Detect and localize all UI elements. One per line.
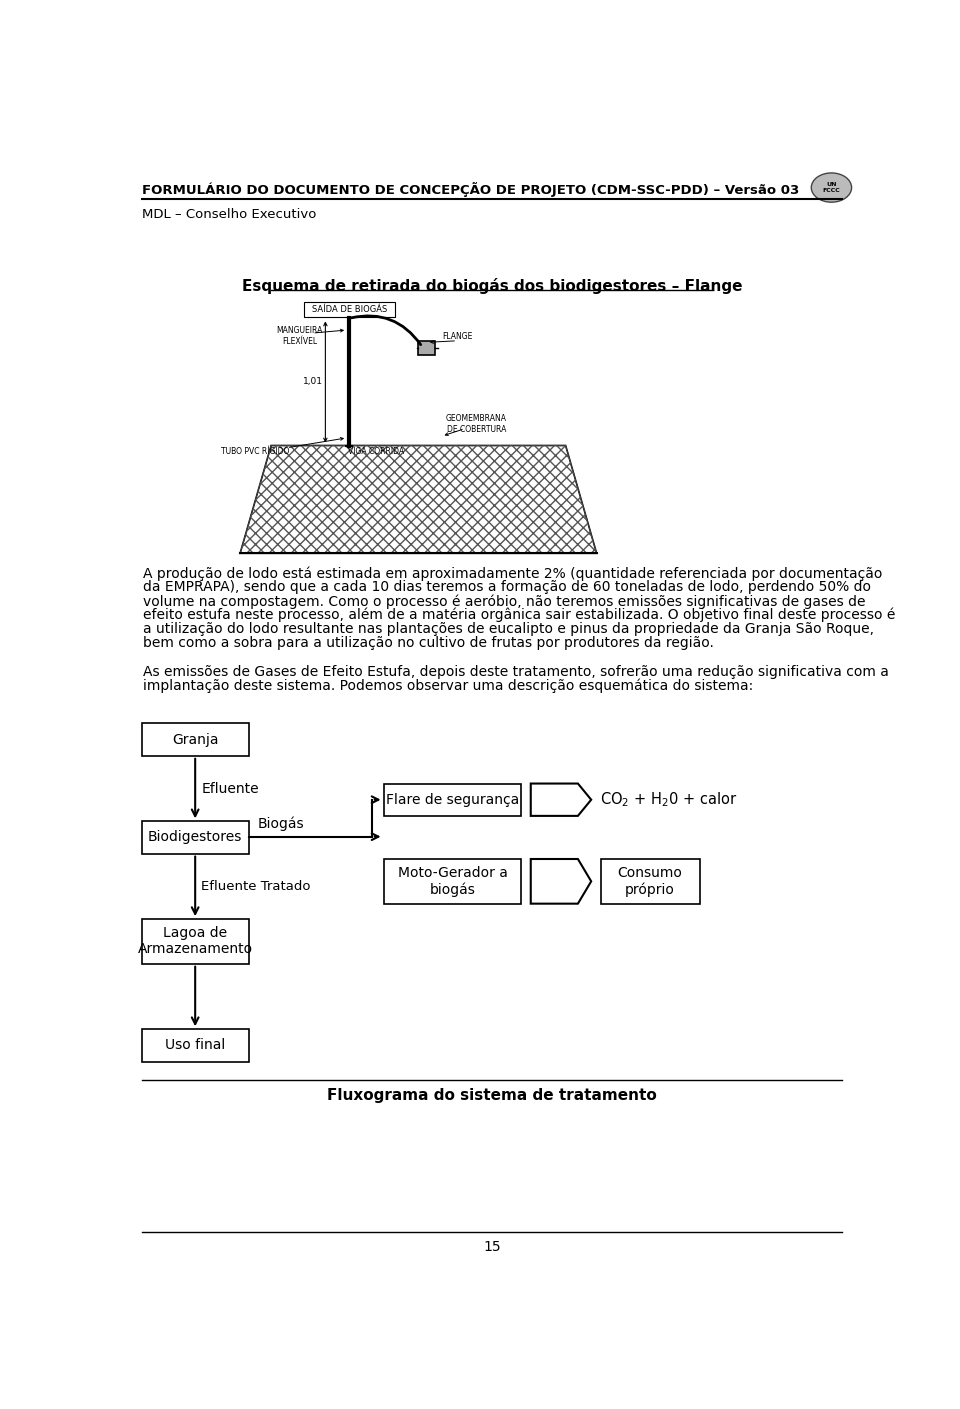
Text: CO$_2$ + H$_2$0 + calor: CO$_2$ + H$_2$0 + calor xyxy=(601,790,738,809)
Text: SAÍDA DE BIOGÁS: SAÍDA DE BIOGÁS xyxy=(312,304,387,314)
Text: Fluxograma do sistema de tratamento: Fluxograma do sistema de tratamento xyxy=(327,1088,657,1103)
FancyBboxPatch shape xyxy=(303,302,396,317)
Text: da EMPRAPA), sendo que a cada 10 dias teremos a formação de 60 toneladas de lodo: da EMPRAPA), sendo que a cada 10 dias te… xyxy=(143,581,872,595)
Text: Esquema de retirada do biogás dos biodigestores – Flange: Esquema de retirada do biogás dos biodig… xyxy=(242,278,742,293)
Polygon shape xyxy=(531,783,591,816)
Polygon shape xyxy=(240,445,596,554)
Text: Moto-Gerador a
biogás: Moto-Gerador a biogás xyxy=(397,867,508,896)
FancyBboxPatch shape xyxy=(142,723,249,755)
Text: Uso final: Uso final xyxy=(165,1038,226,1053)
Text: implantação deste sistema. Podemos observar uma descrição esquemática do sistema: implantação deste sistema. Podemos obser… xyxy=(143,679,754,693)
Text: A produção de lodo está estimada em aproximadamente 2% (quantidade referenciada : A produção de lodo está estimada em apro… xyxy=(143,566,882,581)
FancyBboxPatch shape xyxy=(383,859,521,903)
Ellipse shape xyxy=(811,173,852,201)
Text: As emissões de Gases de Efeito Estufa, depois deste tratamento, sofrerão uma red: As emissões de Gases de Efeito Estufa, d… xyxy=(143,665,889,679)
FancyBboxPatch shape xyxy=(142,821,249,854)
FancyBboxPatch shape xyxy=(142,919,249,964)
Text: MDL – Conselho Executivo: MDL – Conselho Executivo xyxy=(142,209,316,221)
Text: Efluente: Efluente xyxy=(202,782,259,796)
Text: GEOMEMBRANA
DE COBERTURA: GEOMEMBRANA DE COBERTURA xyxy=(446,414,507,434)
Text: Lagoa de
Armazenamento: Lagoa de Armazenamento xyxy=(137,926,252,957)
FancyBboxPatch shape xyxy=(142,1029,249,1061)
FancyBboxPatch shape xyxy=(383,783,521,816)
FancyBboxPatch shape xyxy=(601,859,700,903)
Polygon shape xyxy=(531,859,591,903)
Text: Flare de segurança: Flare de segurança xyxy=(386,793,519,807)
Text: volume na compostagem. Como o processo é aeróbio, não teremos emissões significa: volume na compostagem. Como o processo é… xyxy=(143,595,866,609)
Text: Biogás: Biogás xyxy=(258,817,304,831)
Text: Granja: Granja xyxy=(172,733,219,747)
Text: VIGA CORRIDA: VIGA CORRIDA xyxy=(348,447,404,457)
Text: MANGUEIRA
FLEXÍVEL: MANGUEIRA FLEXÍVEL xyxy=(276,327,323,345)
Text: efeito estufa neste processo, além de a matéria orgânica sair estabilizada. O ob: efeito estufa neste processo, além de a … xyxy=(143,607,896,623)
Text: Consumo
próprio: Consumo próprio xyxy=(617,867,683,896)
Text: UN
FCCC: UN FCCC xyxy=(823,182,840,193)
Text: bem como a sobra para a utilização no cultivo de frutas por produtores da região: bem como a sobra para a utilização no cu… xyxy=(143,635,714,650)
FancyBboxPatch shape xyxy=(419,341,436,355)
Text: FLANGE: FLANGE xyxy=(442,331,472,341)
Text: FORMULÁRIO DO DOCUMENTO DE CONCEPÇÃO DE PROJETO (CDM-SSC-PDD) – Versão 03: FORMULÁRIO DO DOCUMENTO DE CONCEPÇÃO DE … xyxy=(142,182,799,197)
Text: 1,01: 1,01 xyxy=(303,378,324,386)
Text: TUBO PVC RÍGIDO: TUBO PVC RÍGIDO xyxy=(222,447,290,457)
Text: 15: 15 xyxy=(483,1240,501,1254)
Text: Biodigestores: Biodigestores xyxy=(148,830,242,844)
Text: a utilização do lodo resultante nas plantações de eucalipto e pinus da proprieda: a utilização do lodo resultante nas plan… xyxy=(143,621,875,635)
Text: Efluente Tratado: Efluente Tratado xyxy=(202,879,311,893)
